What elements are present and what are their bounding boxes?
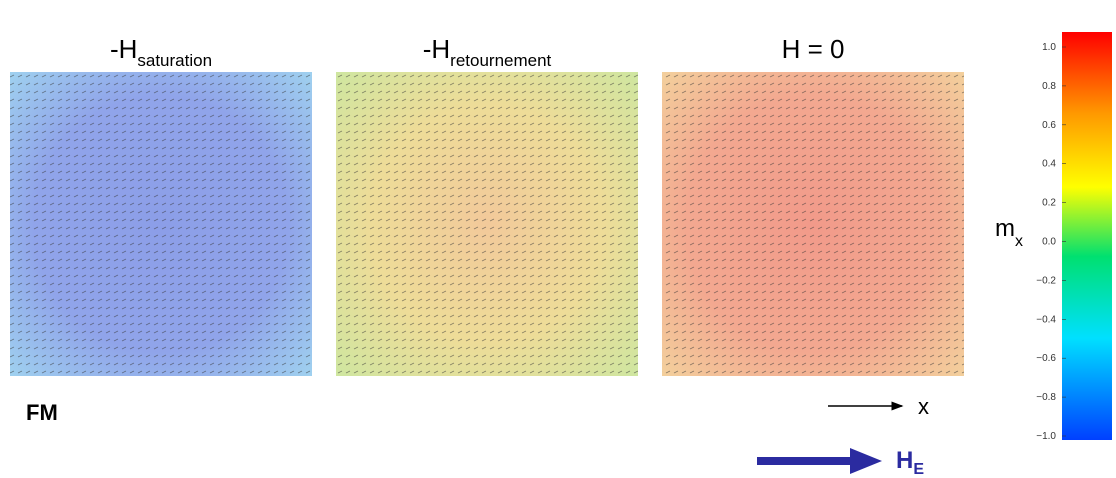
field-label-main: H [896,447,913,474]
panel-title-main: -H [423,34,450,64]
field-label-sub: E [913,461,924,478]
colorbar-label-sub: x [1015,233,1023,250]
colorbar-tick-label: 0.6 [1042,120,1056,131]
field-label: HE [896,447,924,478]
panel-title-main: H = 0 [782,34,845,64]
panel-title-sub: retournement [450,51,551,70]
panel-title: H = 0 [782,34,845,64]
colorbar-tick-label: −0.6 [1036,353,1056,364]
colorbar-tick-label: 1.0 [1042,42,1056,53]
spin-field [336,72,638,376]
field-arrow-head [850,448,882,474]
panels: -Hsaturation -Hretournement H = 0 [10,34,964,376]
colorbar-tick-label: 0.8 [1042,81,1056,92]
colorbar-tick-label: 0.0 [1042,237,1056,248]
colorbar-label-main: m [995,215,1015,242]
spin-field [10,72,312,376]
panel-title: -Hsaturation [110,34,212,70]
axis-label: x [918,394,929,419]
colorbar-tick-label: −1.0 [1036,431,1056,442]
phase-label: FM [26,400,58,425]
panel-title-main: -H [110,34,137,64]
colorbar-tick-label: −0.4 [1036,314,1056,325]
colorbar-tick-label: 0.4 [1042,159,1056,170]
colorbar-tick-label: 0.2 [1042,198,1056,209]
colorbar-tick-label: −0.8 [1036,392,1056,403]
colorbar-tick-label: −0.2 [1036,275,1056,286]
spin-field [662,72,964,376]
panel-title: -Hretournement [423,34,552,70]
colorbar [1062,32,1112,440]
colorbar-label: mx [995,215,1023,250]
panel-title-sub: saturation [137,51,212,70]
